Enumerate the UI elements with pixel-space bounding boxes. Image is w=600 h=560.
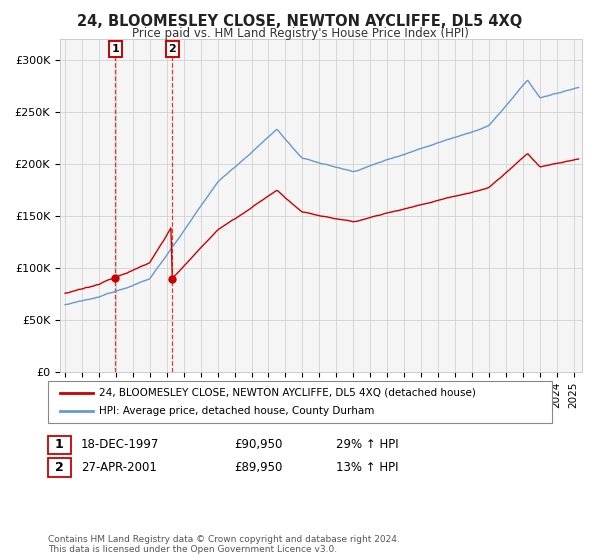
Text: 2: 2 [55, 461, 64, 474]
Text: 27-APR-2001: 27-APR-2001 [81, 461, 157, 474]
Text: HPI: Average price, detached house, County Durham: HPI: Average price, detached house, Coun… [99, 406, 374, 416]
Text: £89,950: £89,950 [234, 461, 283, 474]
Text: £90,950: £90,950 [234, 438, 283, 451]
Text: 2: 2 [169, 44, 176, 54]
Text: 13% ↑ HPI: 13% ↑ HPI [336, 461, 398, 474]
Text: 29% ↑ HPI: 29% ↑ HPI [336, 438, 398, 451]
Text: 18-DEC-1997: 18-DEC-1997 [81, 438, 160, 451]
Text: Contains HM Land Registry data © Crown copyright and database right 2024.
This d: Contains HM Land Registry data © Crown c… [48, 535, 400, 554]
Text: 24, BLOOMESLEY CLOSE, NEWTON AYCLIFFE, DL5 4XQ (detached house): 24, BLOOMESLEY CLOSE, NEWTON AYCLIFFE, D… [99, 388, 476, 398]
Text: 24, BLOOMESLEY CLOSE, NEWTON AYCLIFFE, DL5 4XQ: 24, BLOOMESLEY CLOSE, NEWTON AYCLIFFE, D… [77, 14, 523, 29]
Text: Price paid vs. HM Land Registry's House Price Index (HPI): Price paid vs. HM Land Registry's House … [131, 27, 469, 40]
Text: 1: 1 [112, 44, 119, 54]
Text: 1: 1 [55, 438, 64, 451]
